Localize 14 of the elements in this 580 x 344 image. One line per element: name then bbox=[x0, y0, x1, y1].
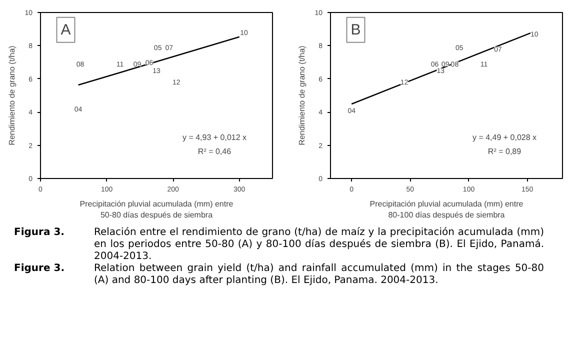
annotation: y = 4,49 + 0,028 x bbox=[472, 132, 537, 142]
x-axis-title: Precipitación pluvial acumulada (mm) entre 50-80 días después de siembra bbox=[80, 200, 234, 220]
y-axis-title: Rendimiento de grano (t/ha) bbox=[298, 45, 307, 146]
y-axis-title: Rendimiento de grano (t/ha) bbox=[8, 45, 17, 146]
caption: Figure 3. bbox=[14, 263, 66, 276]
text: Figura 3. bbox=[14, 227, 66, 240]
text: A bbox=[60, 21, 71, 38]
annotation: R² = 0,46 bbox=[198, 147, 232, 156]
annotation: y = 4,93 + 0,012 x bbox=[182, 132, 247, 142]
x-axis-title: Precipitación pluvial acumulada (mm) entre 80-100 días después de siembra bbox=[370, 200, 524, 220]
annotation: R² = 0,89 bbox=[488, 147, 522, 156]
text: Relación entre el rendimiento de grano (t/ha) de maíz y la precipitación acumulada (mm) en los periodos entre 50-80 (A) y 80-100 días después de siembra (B). El Ejido, Panamá. 2004-2013. bbox=[94, 227, 544, 263]
text: B bbox=[350, 21, 361, 38]
text: Relation between grain yield (t/ha) and rainfall accumulated (mm) in the stages 50-80 (A) and 80-100 days after planting (B). El Ejido, Panama. 2004-2013. bbox=[94, 263, 544, 287]
